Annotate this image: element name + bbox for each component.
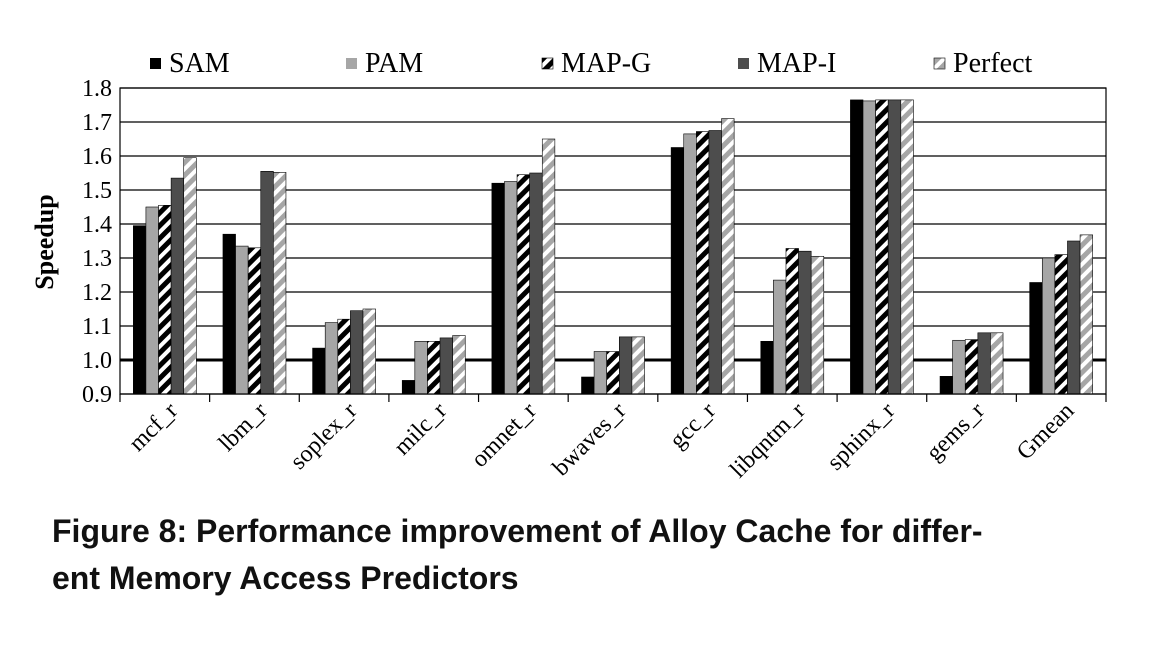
bar-perfect-milc_r: [452, 335, 466, 395]
y-tick-label: 0.9: [82, 382, 112, 408]
bar-sam-gcc_r: [670, 147, 685, 395]
bar-map-i-milc_r: [439, 337, 453, 395]
bar-map-i-soplex_r: [350, 310, 364, 395]
speedup-bar-chart: 0.9 1.0 1.1 1.2 1.3 1.4 1.5 1.6 1.7 1.8 mcf_r lbm_…: [30, 48, 1107, 483]
legend-swatch: [541, 57, 554, 70]
bar-map-g-gcc_r: [696, 131, 710, 395]
bar-map-i-libqntm_r: [798, 250, 812, 395]
bar-map-g-mcf_r: [158, 205, 172, 395]
x-tick-label: milc_r: [389, 398, 452, 461]
legend-swatch: [150, 58, 161, 69]
legend-swatch: [933, 57, 946, 70]
x-tick-label: Gmean: [1012, 398, 1079, 465]
bar-map-g-milc_r: [427, 340, 441, 395]
bar-pam-bwaves_r: [593, 351, 607, 395]
bar-map-g-lbm_r: [247, 247, 262, 395]
bar-pam-mcf_r: [145, 206, 159, 395]
x-tick-label: soplex_r: [286, 398, 363, 475]
legend-label: SAM: [169, 48, 230, 79]
plot-frame: [119, 87, 1107, 395]
x-tick-labels: mcf_r lbm_r soplex_r milc_r omnet_r bwaves_r g…: [124, 398, 1079, 483]
bar-pam-omnet_r: [504, 181, 518, 395]
figure-caption: Figure 8: Performance improvement of All…: [52, 508, 1112, 602]
legend-swatch: [738, 58, 749, 69]
y-axis-label: Speedup: [30, 194, 59, 289]
bar-perfect-gmean: [1079, 234, 1093, 395]
bar-map-i-sphinx_r: [887, 99, 902, 395]
y-tick-label: 1.0: [82, 348, 112, 374]
caption-line-1: Figure 8: Performance improvement of All…: [52, 513, 983, 549]
bar-pam-sphinx_r: [862, 100, 876, 395]
bar-map-i-omnet_r: [529, 172, 543, 395]
bar-sam-omnet_r: [491, 182, 505, 395]
legend: SAM PAM MAP-G MAP-I Perfect: [150, 48, 1033, 79]
y-tick-label: 1.1: [82, 314, 112, 340]
bar-perfect-soplex_r: [362, 308, 376, 395]
y-tick-label: 1.7: [82, 110, 112, 136]
bar-map-i-gmean: [1067, 240, 1081, 395]
x-tick-label: gems_r: [921, 398, 989, 466]
bar-pam-lbm_r: [235, 245, 249, 395]
y-tick-label: 1.5: [82, 178, 112, 204]
x-tick-label: omnet_r: [467, 398, 542, 473]
bar-map-i-bwaves_r: [618, 336, 633, 395]
bar-map-i-gems_r: [977, 332, 991, 395]
bar-pam-gmean: [1041, 257, 1056, 395]
x-tick-label: mcf_r: [124, 398, 183, 457]
bars: [133, 99, 1093, 395]
bar-perfect-gems_r: [990, 332, 1004, 395]
y-tick-label: 1.6: [82, 144, 112, 170]
bar-sam-gmean: [1029, 282, 1043, 395]
bar-perfect-bwaves_r: [631, 336, 645, 395]
y-tick-label: 1.8: [82, 76, 112, 102]
legend-label: PAM: [365, 48, 423, 79]
bar-sam-mcf_r: [133, 225, 147, 395]
caption-line-2: ent Memory Access Predictors: [52, 560, 519, 596]
y-tick-label: 1.4: [82, 212, 112, 238]
bar-perfect-libqntm_r: [810, 255, 825, 395]
bar-sam-lbm_r: [222, 233, 236, 395]
bar-perfect-omnet_r: [541, 138, 556, 395]
bar-pam-gems_r: [952, 339, 966, 395]
legend-label: Perfect: [953, 48, 1033, 79]
y-tick-label: 1.2: [82, 280, 112, 306]
x-tick-label: lbm_r: [214, 398, 273, 457]
bar-perfect-mcf_r: [183, 157, 197, 395]
bar-map-g-libqntm_r: [785, 248, 799, 395]
bar-map-g-omnet_r: [516, 174, 530, 395]
bar-pam-soplex_r: [324, 322, 339, 395]
legend-swatch: [346, 58, 357, 69]
bar-sam-milc_r: [401, 380, 416, 395]
bar-pam-libqntm_r: [773, 279, 787, 395]
bar-pam-milc_r: [414, 340, 428, 395]
bar-map-g-sphinx_r: [875, 99, 889, 395]
x-tick-label: gcc_r: [665, 398, 721, 454]
bar-perfect-gcc_r: [721, 118, 735, 395]
x-tick-label: sphinx_r: [822, 398, 900, 476]
bar-sam-soplex_r: [312, 347, 326, 395]
bar-sam-bwaves_r: [581, 376, 595, 395]
legend-label: MAP-I: [757, 48, 836, 79]
bar-map-i-lbm_r: [260, 171, 274, 395]
x-tick-label: bwaves_r: [548, 398, 631, 481]
bar-perfect-lbm_r: [273, 172, 287, 395]
bar-sam-gems_r: [939, 376, 953, 395]
bar-map-g-soplex_r: [337, 318, 351, 395]
bar-map-g-gems_r: [964, 339, 979, 395]
bar-map-g-bwaves_r: [606, 351, 620, 395]
y-tick-label: 1.3: [82, 246, 112, 272]
bar-sam-sphinx_r: [850, 99, 864, 395]
axes: [119, 87, 1107, 402]
bar-map-i-mcf_r: [170, 177, 185, 395]
y-tick-labels: 0.9 1.0 1.1 1.2 1.3 1.4 1.5 1.6 1.7 1.8: [82, 76, 112, 408]
bar-perfect-sphinx_r: [900, 99, 914, 395]
bar-map-g-gmean: [1054, 254, 1068, 395]
x-tick-label: libqntm_r: [725, 398, 810, 483]
bar-pam-gcc_r: [683, 133, 697, 395]
legend-label: MAP-G: [561, 48, 651, 79]
bar-map-i-gcc_r: [708, 130, 722, 395]
bar-sam-libqntm_r: [760, 340, 774, 395]
